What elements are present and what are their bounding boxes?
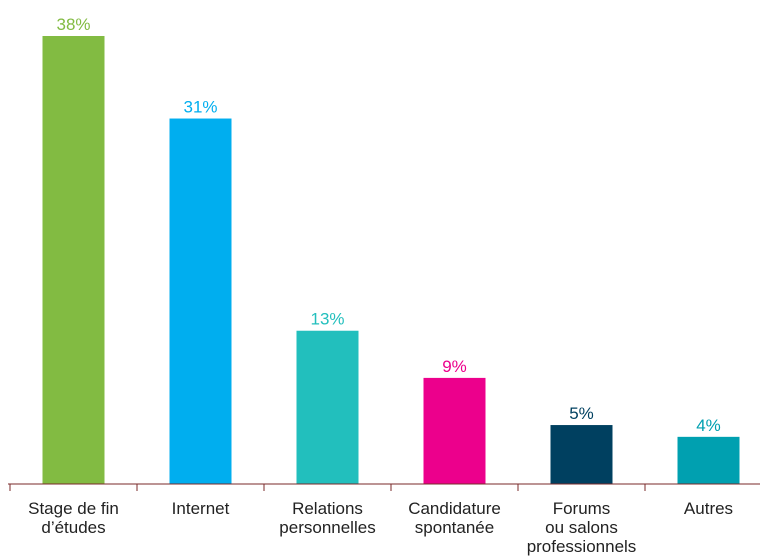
value-label-1: 31%: [183, 98, 217, 117]
category-label-line: spontanée: [415, 518, 494, 537]
bar-3: [423, 377, 486, 484]
value-label-0: 38%: [56, 15, 90, 34]
category-label-line: personnelles: [279, 518, 375, 537]
category-label-line: Relations: [292, 499, 363, 518]
category-label-line: Candidature: [408, 499, 501, 518]
bars-layer: [42, 36, 740, 485]
category-label-line: ou salons: [545, 518, 618, 537]
x-axis-category-labels: Stage de fin d’études Internet Relations per…: [28, 499, 733, 556]
value-label-3: 9%: [442, 357, 467, 376]
bar-4: [550, 425, 613, 484]
category-label-line: Internet: [172, 499, 230, 518]
value-labels-layer: 38% 31% 13% 9% 5% 4%: [56, 15, 720, 435]
bar-0: [42, 36, 105, 484]
category-label-2: Relations personnelles: [279, 499, 375, 537]
x-axis-ticks: [9, 484, 646, 491]
bar-5: [677, 436, 740, 484]
category-label-line: professionnels: [527, 537, 637, 556]
category-label-line: Autres: [684, 499, 733, 518]
category-label-line: Forums: [553, 499, 611, 518]
category-label-3: Candidature spontanée: [408, 499, 501, 537]
category-label-4: Forums ou salons professionnels: [527, 499, 637, 556]
category-label-line: d’études: [41, 518, 105, 537]
category-label-1: Internet: [172, 499, 230, 518]
value-label-5: 4%: [696, 416, 721, 435]
category-label-5: Autres: [684, 499, 733, 518]
value-label-4: 5%: [569, 404, 594, 423]
value-label-2: 13%: [310, 310, 344, 329]
bar-1: [169, 118, 232, 485]
category-label-0: Stage de fin d’études: [28, 499, 119, 537]
bar-2: [296, 330, 359, 484]
category-label-line: Stage de fin: [28, 499, 119, 518]
